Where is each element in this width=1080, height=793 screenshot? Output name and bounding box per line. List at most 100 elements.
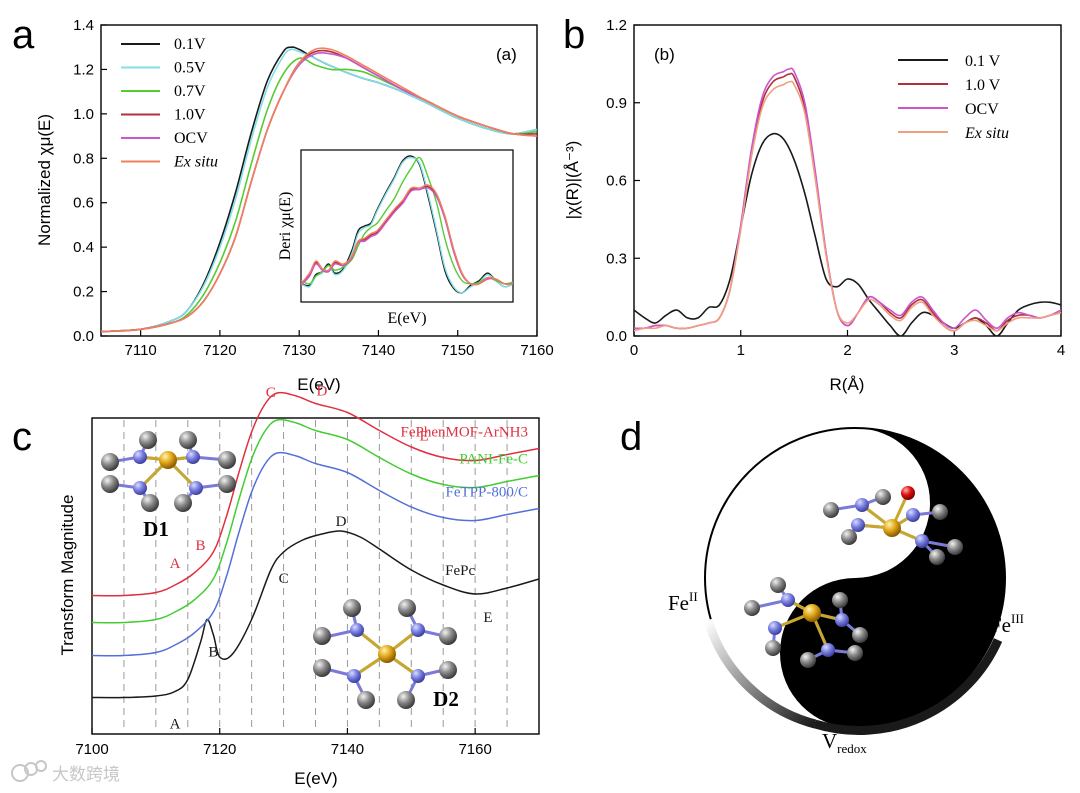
panel-a-ytick-label: 0.8 — [73, 150, 94, 167]
panel-c-peak-label: A — [170, 717, 181, 733]
panel-b-label: b — [563, 13, 585, 57]
watermark: 大数跨境 — [11, 760, 120, 784]
panel-a-tag: (a) — [496, 45, 517, 64]
inset-ylabel: Deri χμ(E) — [277, 192, 294, 261]
panel-b-legend-label: 1.0 V — [965, 77, 1001, 94]
panel-b: b 0 1 2 3 4 0.0 0.3 0.6 0.9 1.2 R(Å) |χ(R)|(Å⁻³)… — [563, 13, 1065, 394]
panel-c-xtick-label: 7160 — [458, 741, 491, 758]
panel-b-legend-label: 0.1 V — [965, 53, 1001, 70]
inset-series — [301, 155, 513, 294]
panel-c-peak-label: C — [279, 571, 289, 587]
panel-c-axes — [91, 417, 540, 735]
panel-a-ytick-label: 0.4 — [73, 239, 94, 256]
panel-a-series — [101, 46, 537, 333]
panel-b-legend-label: Ex situ — [964, 125, 1009, 142]
panel-c-xlabel: E(eV) — [294, 769, 337, 788]
panel-b-ytick-label: 1.2 — [606, 17, 627, 34]
panel-b-series-line-ex-situ — [634, 80, 1061, 332]
panel-d: d — [620, 415, 1024, 756]
panel-a-xtick-label: 7150 — [441, 342, 474, 359]
panel-a-xlabel: E(eV) — [297, 375, 340, 394]
panel-a-xtick-label: 7140 — [362, 342, 395, 359]
d1-label: D1 — [143, 517, 169, 541]
inset-xlabel: E(eV) — [387, 310, 426, 327]
panel-c-peak-label: C — [266, 385, 276, 401]
panel-a-ytick-label: 0.2 — [73, 284, 94, 301]
yinyang-dark-half — [780, 428, 1005, 728]
panel-c-series-line — [91, 391, 540, 597]
panel-a-legend-label: OCV — [174, 130, 208, 147]
panel-b-x-ticks: 0 1 2 3 4 — [630, 330, 1065, 359]
panel-b-series-line-0.1-v — [634, 132, 1061, 336]
panel-b-xtick-label: 2 — [843, 342, 851, 359]
panel-b-xtick-label: 1 — [737, 342, 745, 359]
panel-a-ytick-label: 0.6 — [73, 195, 94, 212]
panel-b-axes — [633, 24, 1062, 337]
panel-c-peak-label: B — [196, 538, 206, 554]
panel-a-axes — [100, 24, 538, 337]
panel-a-x-ticks: 7110 7120 7130 7140 7150 7160 — [125, 330, 554, 359]
panel-c-peak-label: E — [419, 429, 428, 445]
d2-label: D2 — [433, 687, 459, 711]
panel-a-label: a — [12, 13, 35, 57]
panel-a-legend-label: Ex situ — [173, 154, 218, 171]
panel-c-series-name: FePc — [445, 563, 475, 579]
panel-a-legend-label: 0.5V — [174, 60, 206, 77]
panel-c-series-line — [91, 530, 540, 699]
panel-b-ytick-label: 0.0 — [606, 328, 627, 345]
panel-d-label: d — [620, 415, 642, 459]
panel-a-ytick-label: 1.4 — [73, 17, 94, 34]
panel-c-peak-label: B — [208, 645, 218, 661]
panel-a-ytick-label: 1.2 — [73, 61, 94, 78]
panel-a-series-line-0.5v — [101, 48, 537, 333]
fe3-molecule — [823, 486, 963, 565]
panel-a-legend-label: 1.0V — [174, 107, 206, 124]
redox-arc-right — [813, 638, 1003, 735]
panel-c-xtick-label: 7140 — [331, 741, 364, 758]
panel-a: a 7110 7120 7130 7140 7150 7160 0.00.20.40.60… — [12, 13, 554, 394]
watermark-text: 大数跨境 — [52, 765, 120, 784]
panel-b-legend: 0.1 V 1.0 V OCV Ex situ — [898, 53, 1009, 142]
panel-b-xtick-label: 4 — [1057, 342, 1065, 359]
structure-d1: D1 — [101, 431, 236, 541]
panel-a-xtick-label: 7110 — [125, 342, 157, 359]
panel-c-peak-label: D — [316, 384, 327, 400]
fe3-label: FeIII — [990, 611, 1024, 637]
panel-a-xtick-label: 7120 — [203, 342, 236, 359]
watermark-logo-icon — [11, 764, 29, 782]
panel-c-peak-label: A — [170, 556, 181, 572]
fe2-molecule — [744, 577, 868, 668]
panel-a-y-ticks: 0.0 0.2 0.4 0.6 0.8 1.0 1.2 1.4 — [73, 17, 107, 345]
inset-series-line — [301, 184, 513, 286]
panel-b-y-ticks: 0.0 0.3 0.6 0.9 1.2 — [606, 17, 640, 345]
panel-c-ylabel: Transform Magnitude — [58, 495, 77, 656]
panel-c-series-name: FePhenMOF-ArNH3 — [401, 425, 529, 441]
panel-a-xtick-label: 7130 — [282, 342, 315, 359]
panel-a-ytick-label: 1.0 — [73, 106, 94, 123]
panel-c-x-ticks: 7100 7120 7140 7160 — [75, 728, 492, 758]
panel-c-series-line — [91, 418, 540, 624]
panel-c-series-line — [91, 451, 540, 657]
panel-b-ylabel: |χ(R)|(Å⁻³) — [563, 141, 582, 220]
panel-c-xtick-label: 7120 — [203, 741, 236, 758]
panel-c-peak-label: D — [336, 514, 347, 530]
panel-c-peak-labels: FePcABCDEFeTPP-800/CPANI-Fe-CFePhenMOF-A… — [170, 384, 528, 733]
panel-b-series — [634, 67, 1061, 336]
panel-a-xtick-label: 7160 — [520, 342, 553, 359]
panel-c-series-name: PANI-Fe-C — [459, 452, 528, 468]
panel-b-ytick-label: 0.9 — [606, 95, 627, 112]
panel-b-ytick-label: 0.6 — [606, 173, 627, 190]
panel-b-legend-label: OCV — [965, 101, 999, 118]
panel-c-series-name: FeTPP-800/C — [445, 485, 528, 501]
panel-b-xlabel: R(Å) — [830, 375, 865, 394]
panel-c-xtick-label: 7100 — [75, 741, 108, 758]
vredox-label: Vredox — [822, 729, 867, 756]
panel-b-ytick-label: 0.3 — [606, 250, 627, 267]
d1-bonds — [109, 439, 228, 504]
redox-arc-left — [703, 618, 817, 729]
structure-d2: D2 — [313, 599, 459, 711]
panel-c: c 7100 7120 7140 7160 E(eV) Transform Magni… — [12, 384, 540, 788]
panel-b-xtick-label: 3 — [950, 342, 958, 359]
panel-a-ytick-label: 0.0 — [73, 328, 94, 345]
